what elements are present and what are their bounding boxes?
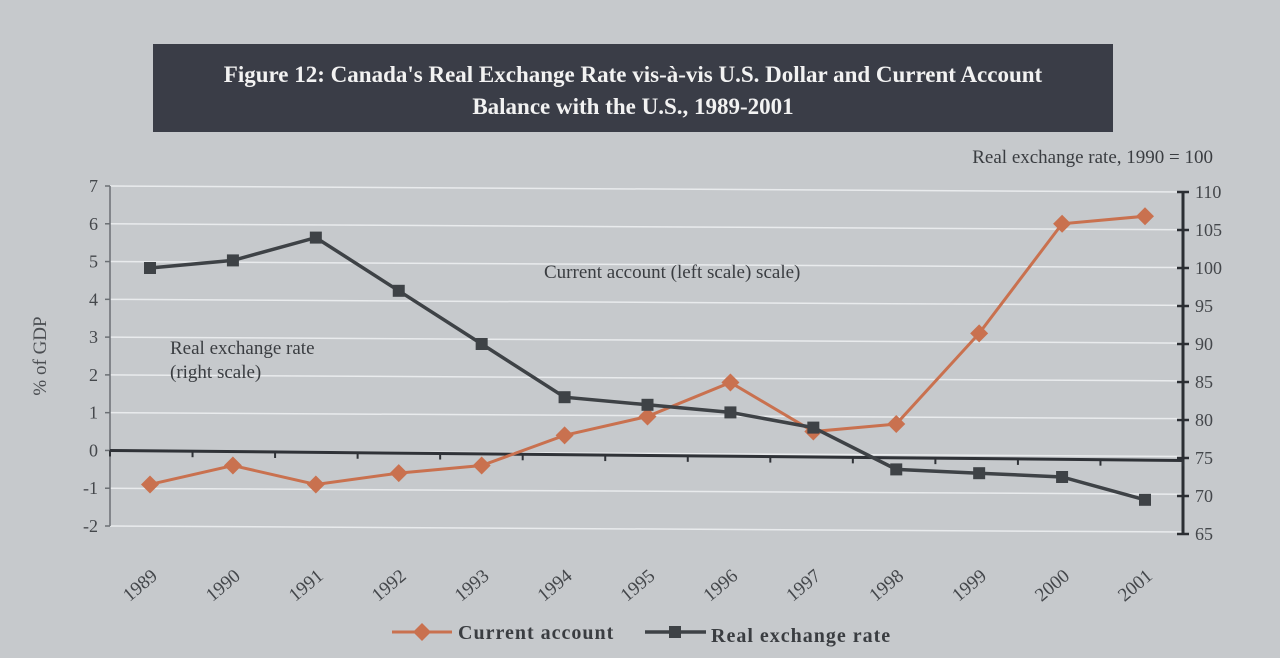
chart-title-line-2: Balance with the U.S., 1989-2001 <box>472 94 794 119</box>
real-exchange-rate-point <box>1056 471 1069 483</box>
category-label: 2001 <box>1114 566 1157 607</box>
category-label: 1989 <box>119 566 162 607</box>
real-exchange-rate-point <box>226 254 239 267</box>
category-label: 1995 <box>617 566 660 607</box>
right-tick-label: 105 <box>1195 220 1222 240</box>
category-label: 1999 <box>948 566 991 607</box>
category-axis-line <box>109 448 1184 462</box>
current-account-point <box>887 415 906 433</box>
gridline <box>109 298 1184 307</box>
gridline <box>109 374 1184 382</box>
legend-current-account-marker <box>413 623 431 641</box>
real-exchange-rate-point <box>144 262 156 274</box>
gridline <box>109 525 1184 533</box>
current-account-point <box>970 324 989 343</box>
gridline <box>109 185 1184 193</box>
real-exchange-rate-point <box>558 391 571 404</box>
legend-real-exchange-rate-marker <box>669 626 681 638</box>
legend-real-exchange-rate-label: Real exchange rate <box>711 625 891 647</box>
gridline <box>109 336 1184 344</box>
current-account-point <box>1136 207 1154 226</box>
gridline <box>109 260 1184 269</box>
real-exchange-rate-point <box>807 421 820 434</box>
right-tick-label: 65 <box>1195 524 1213 544</box>
category-label: 1990 <box>202 566 245 607</box>
right-tick-label: 85 <box>1195 372 1213 392</box>
left-tick-label: 1 <box>89 403 98 423</box>
right-tick-label: 110 <box>1195 182 1221 202</box>
left-tick-label: -2 <box>83 516 98 536</box>
current-account-point <box>141 475 159 494</box>
annotation-real-exchange-rate: Real exchange rate <box>170 338 315 359</box>
category-label: 1996 <box>700 566 743 607</box>
current-account-point <box>389 464 408 483</box>
real-exchange-rate-point <box>641 398 654 411</box>
left-tick-label: -1 <box>83 478 98 498</box>
category-label: 1992 <box>368 566 411 607</box>
right-tick-label: 90 <box>1195 334 1213 354</box>
real-exchange-rate-point <box>309 231 322 244</box>
gridline <box>109 223 1184 231</box>
current-account-point <box>638 407 657 426</box>
current-account-point <box>555 426 574 445</box>
category-label: 1994 <box>534 565 577 606</box>
left-tick-label: 7 <box>89 176 98 196</box>
real-exchange-rate-point <box>890 463 903 476</box>
left-tick-label: 3 <box>89 327 98 347</box>
right-axis-title: Real exchange rate, 1990 = 100 <box>972 147 1213 168</box>
right-tick-label: 80 <box>1195 410 1213 430</box>
current-account-point <box>306 475 325 494</box>
gridline <box>109 487 1184 495</box>
right-tick-label: 95 <box>1195 296 1213 316</box>
right-tick-label: 70 <box>1195 486 1213 506</box>
real-exchange-rate-point <box>1139 493 1151 506</box>
current-account-point <box>721 373 740 392</box>
left-tick-label: 6 <box>89 214 98 234</box>
chart-title-line-1: Figure 12: Canada's Real Exchange Rate v… <box>223 62 1043 87</box>
legend-current-account-label: Current account <box>458 622 614 644</box>
chart-title-box: Figure 12: Canada's Real Exchange Rate v… <box>153 44 1113 132</box>
left-axis-title: % of GDP <box>30 316 51 395</box>
left-tick-label: 0 <box>89 440 98 460</box>
real-exchange-rate-point <box>973 467 986 480</box>
right-tick-label: 75 <box>1195 448 1213 468</box>
right-tick-label: 100 <box>1195 258 1222 278</box>
annotation-right-scale: (right scale) <box>170 362 261 383</box>
current-account-point <box>1053 214 1072 233</box>
real-exchange-rate-point <box>392 284 405 297</box>
category-label: 2000 <box>1031 566 1074 607</box>
real-exchange-rate-point <box>475 338 488 350</box>
current-account-point <box>472 456 491 475</box>
category-label: 1993 <box>451 566 494 607</box>
category-label: 1998 <box>865 566 908 607</box>
category-label: 1991 <box>285 566 328 607</box>
left-tick-label: 4 <box>89 289 98 309</box>
left-tick-label: 5 <box>89 252 98 272</box>
left-tick-label: 2 <box>89 365 98 385</box>
category-label: 1997 <box>782 566 825 607</box>
current-account-point <box>223 456 242 475</box>
annotation-current-account: Current account (left scale) scale) <box>544 262 800 283</box>
real-exchange-rate-point <box>724 406 737 419</box>
